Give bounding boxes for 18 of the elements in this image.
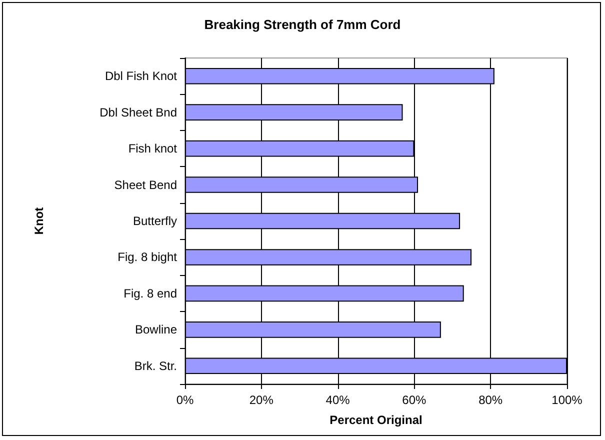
chart-title: Breaking Strength of 7mm Cord (204, 17, 401, 32)
y-tick-label: Butterfly (132, 214, 177, 228)
x-tick-label: 60% (402, 393, 427, 407)
y-axis-title: Knot (32, 207, 46, 235)
y-tick-label: Fig. 8 end (124, 286, 177, 300)
x-tick-label: 100% (552, 393, 583, 407)
y-tick-label: Fig. 8 bight (118, 250, 178, 264)
y-tick-label: Bowline (134, 322, 178, 337)
x-axis-title: Percent Original (330, 413, 422, 427)
y-tick-label: Fish knot (128, 142, 178, 156)
x-tick-label: 80% (478, 393, 503, 407)
y-tick-label: Dbl Fish Knot (104, 69, 178, 84)
y-tick-label: Sheet Bend (114, 178, 177, 192)
y-tick-label: Dbl Sheet Bnd (100, 105, 177, 120)
y-tick-label: Brk. Str. (134, 358, 177, 373)
x-tick-label: 40% (326, 393, 350, 407)
x-tick-label: 0% (176, 393, 194, 407)
x-tick-label: 20% (249, 393, 274, 407)
